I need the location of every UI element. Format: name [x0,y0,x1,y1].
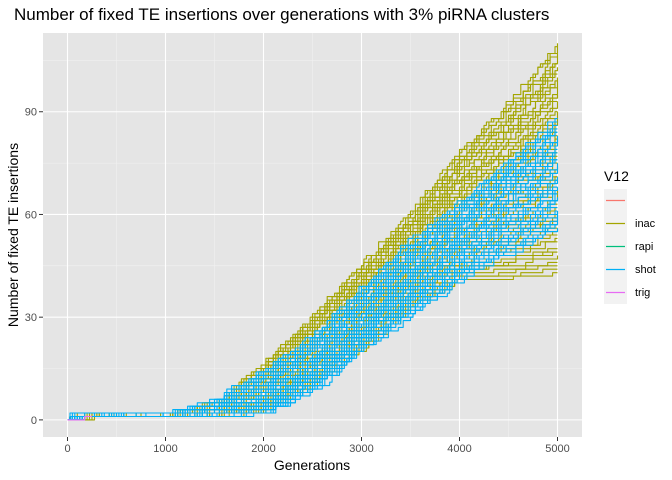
legend-label: rapi [635,241,653,253]
series-line-inac [67,43,559,421]
y-tick-label: 60 [25,209,37,221]
legend-label: shot [635,264,656,276]
x-tick-label: 5000 [545,443,569,455]
series-line-inac [67,73,558,421]
x-tick-label: 4000 [447,443,471,455]
y-tick-label: 30 [25,312,37,324]
y-axis-label: Number of fixed TE insertions [5,143,21,327]
x-tick-label: 1000 [153,443,177,455]
series-line-shot [67,131,558,421]
series-line-trig [67,415,92,421]
legend-title: V12 [604,168,629,184]
legend: V12 inac rapi shot trig [604,168,656,304]
series-line-shot [67,193,558,421]
x-tick-label: 0 [64,443,70,455]
chart-title: Number of fixed TE insertions over gener… [14,5,549,24]
x-axis-label: Generations [274,457,350,473]
y-tick-label: 90 [25,107,37,119]
series-line-shot [67,152,558,421]
series-lines [67,43,559,421]
legend-label: inac [635,218,656,230]
legend-label: trig [635,287,650,299]
x-axis: 0 1000 2000 3000 4000 5000 [64,437,570,455]
y-axis: 0 30 60 90 [25,107,43,427]
x-tick-label: 3000 [349,443,373,455]
x-tick-label: 2000 [251,443,275,455]
series-line-shot [67,121,558,421]
y-tick-label: 0 [31,415,37,427]
